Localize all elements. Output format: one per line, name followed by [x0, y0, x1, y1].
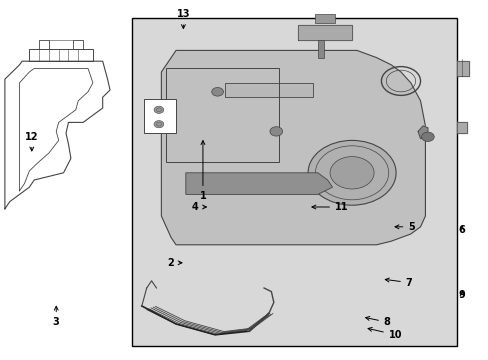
- Text: 3: 3: [53, 306, 60, 327]
- Polygon shape: [298, 25, 351, 40]
- Circle shape: [329, 157, 373, 189]
- Text: 4: 4: [191, 202, 206, 212]
- Circle shape: [211, 87, 223, 96]
- Circle shape: [154, 121, 163, 128]
- Text: 11: 11: [311, 202, 348, 212]
- Circle shape: [269, 127, 282, 136]
- Bar: [144, 99, 176, 133]
- Text: 10: 10: [367, 328, 402, 340]
- Circle shape: [154, 106, 163, 113]
- Polygon shape: [417, 126, 427, 139]
- Text: 7: 7: [385, 278, 412, 288]
- Bar: [166, 68, 278, 162]
- Circle shape: [307, 140, 395, 205]
- Bar: [315, 14, 334, 23]
- Bar: [132, 18, 456, 346]
- Text: 1: 1: [199, 141, 206, 201]
- Polygon shape: [456, 122, 466, 133]
- Text: 2: 2: [166, 258, 182, 268]
- Text: 5: 5: [394, 222, 414, 232]
- Polygon shape: [161, 50, 425, 245]
- Text: 12: 12: [25, 132, 39, 151]
- Circle shape: [421, 132, 433, 141]
- Text: 9: 9: [458, 290, 465, 300]
- Text: 8: 8: [365, 316, 390, 327]
- Polygon shape: [456, 61, 468, 76]
- Bar: [317, 40, 323, 58]
- Polygon shape: [185, 173, 332, 194]
- Text: 6: 6: [458, 225, 465, 235]
- Bar: [29, 49, 93, 61]
- Bar: [224, 83, 312, 97]
- Text: 13: 13: [176, 9, 190, 28]
